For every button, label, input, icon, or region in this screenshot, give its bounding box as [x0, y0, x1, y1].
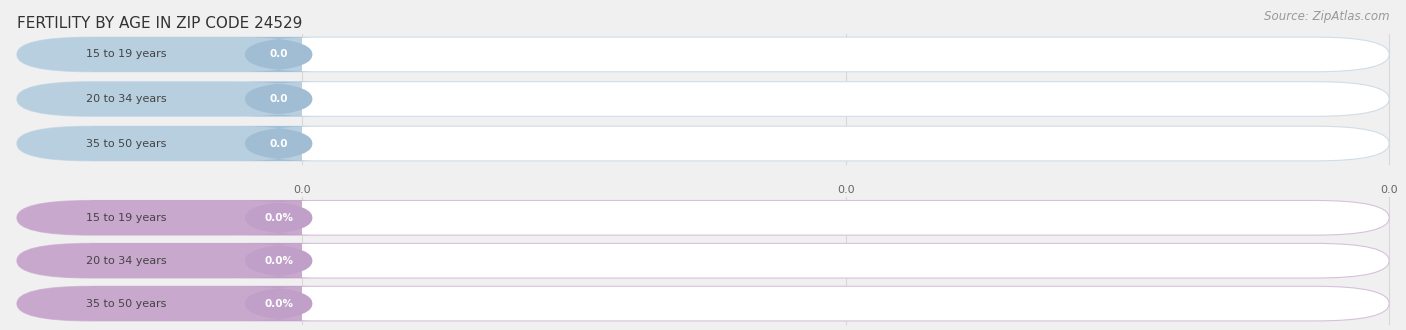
Text: 0.0%: 0.0%: [264, 299, 294, 309]
Text: 0.0: 0.0: [270, 50, 288, 59]
Text: 0.0: 0.0: [270, 94, 288, 104]
FancyBboxPatch shape: [17, 126, 302, 161]
FancyBboxPatch shape: [90, 286, 302, 321]
FancyBboxPatch shape: [239, 82, 319, 116]
Text: 0.0: 0.0: [270, 139, 288, 148]
FancyBboxPatch shape: [239, 126, 319, 161]
Text: 15 to 19 years: 15 to 19 years: [86, 213, 166, 223]
Text: 35 to 50 years: 35 to 50 years: [86, 299, 166, 309]
FancyBboxPatch shape: [17, 200, 302, 235]
Text: 0.0: 0.0: [294, 185, 311, 195]
Text: 20 to 34 years: 20 to 34 years: [86, 94, 166, 104]
FancyBboxPatch shape: [90, 244, 302, 278]
FancyBboxPatch shape: [17, 244, 302, 278]
Text: 0.0: 0.0: [1381, 185, 1398, 195]
FancyBboxPatch shape: [239, 286, 319, 321]
FancyBboxPatch shape: [17, 82, 1389, 116]
FancyBboxPatch shape: [239, 37, 319, 72]
Text: Source: ZipAtlas.com: Source: ZipAtlas.com: [1264, 10, 1389, 23]
Text: 0.0: 0.0: [837, 185, 855, 195]
FancyBboxPatch shape: [17, 126, 1389, 161]
Text: 0.0%: 0.0%: [264, 213, 294, 223]
FancyBboxPatch shape: [17, 286, 1389, 321]
FancyBboxPatch shape: [90, 200, 302, 235]
FancyBboxPatch shape: [17, 82, 302, 116]
Text: 35 to 50 years: 35 to 50 years: [86, 139, 166, 148]
FancyBboxPatch shape: [17, 200, 1389, 235]
FancyBboxPatch shape: [90, 37, 302, 72]
FancyBboxPatch shape: [17, 37, 302, 72]
Text: FERTILITY BY AGE IN ZIP CODE 24529: FERTILITY BY AGE IN ZIP CODE 24529: [17, 16, 302, 31]
FancyBboxPatch shape: [239, 200, 319, 235]
FancyBboxPatch shape: [17, 244, 1389, 278]
FancyBboxPatch shape: [17, 286, 302, 321]
Text: 0.0%: 0.0%: [264, 256, 294, 266]
Text: 15 to 19 years: 15 to 19 years: [86, 50, 166, 59]
FancyBboxPatch shape: [90, 82, 302, 116]
Text: 20 to 34 years: 20 to 34 years: [86, 256, 166, 266]
FancyBboxPatch shape: [239, 244, 319, 278]
FancyBboxPatch shape: [90, 126, 302, 161]
FancyBboxPatch shape: [17, 37, 1389, 72]
